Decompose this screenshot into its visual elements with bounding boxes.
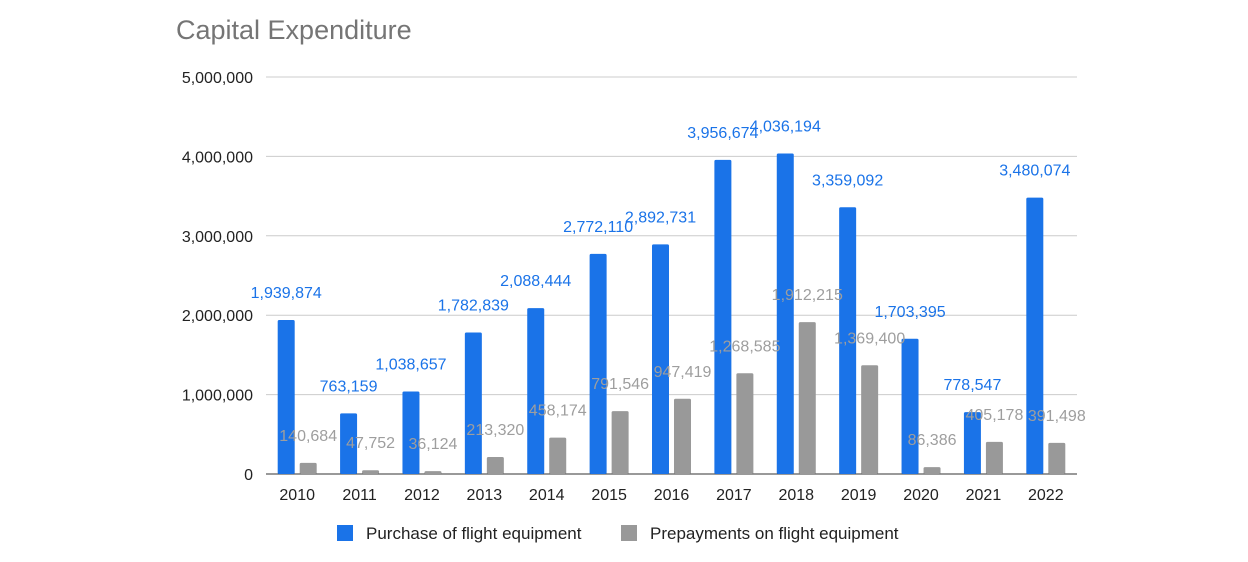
x-tick-label: 2016 — [654, 487, 690, 504]
bar-purchase — [652, 244, 669, 474]
data-label-purchase: 763,159 — [320, 378, 378, 395]
x-tick-label: 2010 — [279, 487, 315, 504]
bar-prepayment — [674, 398, 691, 474]
bar-prepayment — [486, 457, 504, 474]
x-tick-label: 2012 — [404, 487, 440, 504]
data-label-prepayment: 1,912,215 — [772, 287, 843, 304]
data-label-purchase: 2,088,444 — [500, 273, 571, 290]
x-tick-label: 2017 — [716, 487, 752, 504]
data-label-prepayment: 458,174 — [529, 403, 587, 420]
data-label-purchase: 3,359,092 — [812, 172, 883, 189]
x-tick-label: 2021 — [966, 487, 1002, 504]
data-label-purchase: 4,036,194 — [750, 119, 821, 136]
legend: Purchase of flight equipment Prepayments… — [337, 524, 899, 543]
bar-purchase — [402, 391, 420, 474]
x-tick-label: 2019 — [841, 487, 877, 504]
data-label-purchase: 1,939,874 — [251, 285, 322, 302]
x-tick-label: 2013 — [467, 487, 503, 504]
data-label-purchase: 1,782,839 — [438, 297, 509, 314]
bar-prepayment — [736, 373, 754, 474]
bar-purchase — [901, 338, 919, 474]
data-label-purchase: 3,480,074 — [999, 163, 1070, 180]
x-tick-label: 2018 — [778, 487, 814, 504]
y-tick-label: 3,000,000 — [182, 229, 253, 246]
bar-prepayment — [923, 467, 941, 474]
y-tick-label: 5,000,000 — [182, 70, 253, 87]
bar-purchase — [1026, 197, 1044, 474]
data-label-purchase: 1,703,395 — [874, 304, 945, 321]
legend-label-purchase: Purchase of flight equipment — [366, 524, 582, 543]
bar-prepayment — [798, 322, 816, 474]
bar-purchase — [527, 308, 545, 474]
x-tick-label: 2015 — [591, 487, 627, 504]
gridlines — [266, 76, 1077, 475]
x-axis: 2010 2011 2012 2013 2014 2015 2016 2017 2018 2019… — [279, 487, 1063, 504]
data-label-prepayment: 1,268,585 — [709, 338, 780, 355]
bar-purchase — [464, 332, 482, 474]
bar-purchase — [277, 319, 295, 474]
x-tick-label: 2022 — [1028, 487, 1064, 504]
data-label-purchase: 2,772,110 — [563, 219, 633, 236]
data-label-prepayment: 213,320 — [466, 422, 524, 439]
bar-purchase — [340, 413, 358, 474]
bar-prepayment — [861, 365, 879, 474]
legend-swatch-purchase — [337, 525, 353, 541]
bar-purchase — [963, 412, 981, 474]
data-label-prepayment: 947,419 — [654, 364, 712, 381]
data-label-prepayment: 36,124 — [408, 436, 457, 453]
chart-title: Capital Expenditure — [176, 15, 412, 45]
data-labels: 1,939,874 140,684 763,159 47,752 1,038,657 36… — [251, 119, 1086, 454]
data-label-purchase: 3,956,674 — [687, 125, 758, 142]
x-tick-label: 2020 — [903, 487, 939, 504]
bar-purchase — [776, 153, 794, 475]
data-label-prepayment: 391,498 — [1028, 408, 1086, 425]
data-label-prepayment: 1,369,400 — [834, 330, 905, 347]
y-axis: 0 1,000,000 2,000,000 3,000,000 4,000,000 5,0… — [182, 70, 253, 484]
bar-prepayment — [985, 441, 1003, 474]
bar-prepayment — [1048, 442, 1066, 474]
data-label-prepayment: 791,546 — [591, 376, 649, 393]
y-tick-label: 1,000,000 — [182, 388, 253, 405]
bar-prepayment — [362, 470, 380, 474]
data-label-purchase: 2,892,731 — [625, 209, 696, 226]
x-tick-label: 2014 — [529, 487, 565, 504]
bars — [277, 153, 1066, 475]
bar-purchase — [839, 207, 857, 475]
bar-purchase — [714, 159, 732, 474]
data-label-prepayment: 405,178 — [966, 407, 1024, 424]
data-label-purchase: 778,547 — [944, 377, 1002, 394]
x-tick-label: 2011 — [342, 487, 377, 504]
bar-purchase — [589, 253, 607, 474]
y-tick-label: 2,000,000 — [182, 308, 253, 325]
bar-prepayment — [299, 462, 317, 474]
y-tick-label: 4,000,000 — [182, 149, 253, 166]
legend-swatch-prepayments — [621, 525, 637, 541]
data-label-prepayment: 47,752 — [346, 435, 395, 452]
y-tick-label: 0 — [244, 467, 253, 484]
data-label-prepayment: 140,684 — [279, 428, 337, 445]
bar-prepayment — [611, 411, 629, 474]
bar-prepayment — [424, 471, 442, 474]
data-label-purchase: 1,038,657 — [375, 357, 446, 374]
bar-prepayment — [549, 437, 567, 474]
data-label-prepayment: 86,386 — [908, 432, 957, 449]
legend-label-prepayments: Prepayments on flight equipment — [650, 524, 899, 543]
